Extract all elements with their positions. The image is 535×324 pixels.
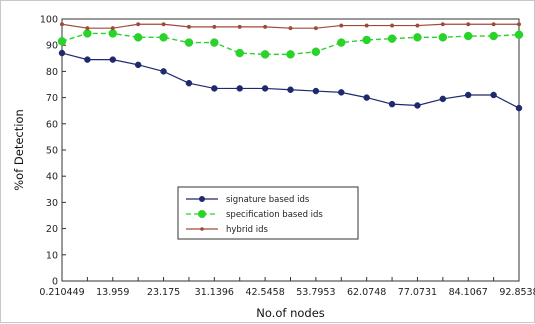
data-point-specification-based-ids (438, 33, 448, 42)
data-point-signature-based-ids (414, 102, 421, 109)
y-tick-label: 0 (52, 277, 58, 288)
x-tick-label: 62.0748 (347, 287, 386, 298)
x-tick-label: 42.5458 (245, 287, 284, 298)
series-layer (57, 22, 524, 112)
data-point-specification-based-ids (463, 31, 473, 41)
data-point-signature-based-ids (312, 87, 320, 95)
data-point-specification-based-ids (311, 47, 321, 56)
data-point-hybrid-ids (237, 24, 242, 29)
data-point-signature-based-ids (84, 56, 91, 63)
data-point-specification-based-ids (387, 34, 397, 43)
y-tick-label: 20 (46, 224, 58, 235)
data-point-specification-based-ids (83, 29, 92, 38)
data-point-hybrid-ids (415, 23, 420, 28)
data-point-signature-based-ids (363, 94, 370, 101)
data-point-specification-based-ids (235, 48, 244, 58)
y-tick-label: 90 (46, 41, 58, 52)
data-point-hybrid-ids (516, 22, 522, 27)
y-tick-label: 30 (46, 198, 58, 209)
series-specification-based-ids (57, 29, 524, 59)
x-tick-label: 13.959 (96, 287, 129, 298)
y-tick-label: 50 (46, 146, 58, 157)
data-point-hybrid-ids (339, 23, 344, 28)
data-point-hybrid-ids (136, 22, 141, 27)
data-point-signature-based-ids (464, 91, 472, 99)
data-point-hybrid-ids (161, 22, 166, 27)
x-tick-label: 77.0731 (398, 287, 437, 298)
data-point-signature-based-ids (134, 61, 142, 69)
data-point-specification-based-ids (362, 35, 371, 45)
axes: 0 10 20 30 40 50 60 70 80 90 100 0.210449 13.959 23.1… (39, 15, 535, 299)
data-point-specification-based-ids (514, 30, 524, 39)
series-hybrid-ids (59, 22, 522, 31)
data-point-signature-based-ids (261, 85, 269, 92)
data-point-signature-based-ids (160, 68, 167, 75)
data-point-signature-based-ids (388, 100, 396, 108)
legend-swatch-marker-specification-based-ids (198, 210, 206, 218)
x-tick-label: 92.8538 (499, 287, 535, 298)
legend-label-signature-based-ids: signature based ids (226, 195, 310, 205)
y-tick-label: 80 (46, 67, 58, 78)
legend-swatch-marker-signature-based-ids (199, 196, 205, 202)
data-point-hybrid-ids (313, 26, 318, 31)
data-point-specification-based-ids (133, 33, 143, 42)
y-tick-label: 100 (40, 15, 58, 26)
series-line-signature-based-ids (61, 52, 520, 109)
data-point-specification-based-ids (413, 33, 422, 42)
y-axis-title: %of Detection (12, 109, 26, 191)
data-point-hybrid-ids (263, 24, 268, 29)
data-point-specification-based-ids (286, 50, 295, 59)
x-axis-title: No.of nodes (256, 306, 325, 320)
data-point-hybrid-ids (440, 22, 445, 27)
legend-label-hybrid-ids: hybrid ids (226, 225, 269, 235)
data-point-specification-based-ids (210, 38, 219, 47)
data-point-hybrid-ids (186, 24, 191, 29)
data-point-signature-based-ids (338, 89, 345, 96)
legend-swatch-marker-hybrid-ids (200, 227, 204, 231)
x-tick-label: 53.7953 (296, 287, 335, 298)
data-point-signature-based-ids (185, 79, 193, 87)
y-tick-label: 40 (46, 172, 58, 183)
x-tick-label: 23.175 (147, 287, 180, 298)
data-point-specification-based-ids (337, 38, 346, 47)
data-point-signature-based-ids (236, 85, 243, 92)
y-tick-label: 70 (46, 93, 58, 104)
data-point-hybrid-ids (59, 22, 65, 27)
data-point-hybrid-ids (212, 24, 217, 29)
data-point-specification-based-ids (260, 50, 270, 59)
data-point-signature-based-ids (490, 91, 497, 99)
legend-box (177, 186, 359, 240)
data-point-hybrid-ids (466, 22, 471, 27)
data-point-hybrid-ids (364, 23, 369, 28)
data-point-hybrid-ids (110, 26, 115, 31)
data-point-specification-based-ids (108, 29, 118, 38)
x-tick-label: 31.1396 (195, 287, 234, 298)
data-point-specification-based-ids (184, 38, 194, 47)
data-point-specification-based-ids (489, 31, 498, 41)
data-point-hybrid-ids (390, 23, 395, 28)
y-tick-label: 60 (46, 119, 58, 130)
x-tick-label: 0.210449 (39, 287, 84, 298)
series-signature-based-ids (58, 49, 523, 112)
y-tick-label: 10 (46, 250, 58, 261)
data-point-hybrid-ids (288, 26, 293, 31)
legend: signature based ids specification based i… (177, 186, 359, 240)
data-point-signature-based-ids (515, 104, 523, 112)
x-tick-label: 84.1067 (449, 287, 488, 298)
data-point-signature-based-ids (58, 49, 66, 57)
data-point-specification-based-ids (57, 37, 67, 46)
data-point-signature-based-ids (211, 85, 218, 92)
data-point-specification-based-ids (159, 33, 168, 42)
data-point-signature-based-ids (287, 86, 294, 93)
legend-label-specification-based-ids: specification based ids (226, 210, 323, 220)
data-point-signature-based-ids (439, 95, 447, 103)
data-point-signature-based-ids (109, 56, 117, 63)
data-point-hybrid-ids (85, 26, 90, 31)
data-point-hybrid-ids (491, 22, 496, 27)
